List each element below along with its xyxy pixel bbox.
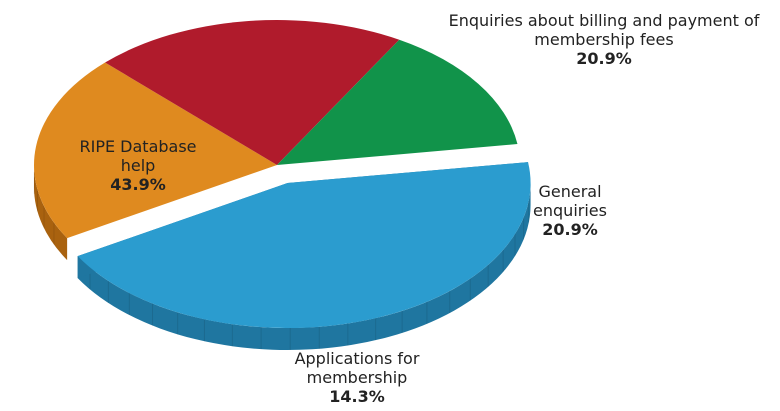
slice-label-applications-for-membership: Applications for membership 14.3%	[262, 349, 452, 406]
slice-value: 14.3%	[329, 387, 385, 406]
pie-slice-enquiries-about-billing-and-payment-of-membership-fees	[34, 62, 278, 239]
slice-name-line: membership fees	[534, 30, 674, 49]
slice-name-line: enquiries	[533, 201, 607, 220]
pie-slice-ripe-database-help	[77, 162, 531, 329]
pie-slice-general-enquiries	[105, 20, 400, 166]
slice-label-general-enquiries: General enquiries 20.9%	[505, 182, 635, 239]
slice-name-line: Enquiries about billing and payment of	[448, 11, 760, 30]
slice-name-line: help	[120, 156, 156, 175]
pie-side-wall	[34, 165, 68, 261]
pie-top-faces	[34, 20, 531, 329]
slice-name-line: membership	[306, 368, 408, 387]
slice-value: 43.9%	[110, 175, 166, 194]
slice-label-ripe-database-help: RIPE Database help 43.9%	[68, 137, 208, 194]
slice-label-billing-enquiries: Enquiries about billing and payment of m…	[424, 11, 780, 68]
slice-value: 20.9%	[542, 220, 598, 239]
slice-name-line: General	[538, 182, 602, 201]
slice-value: 20.9%	[576, 49, 632, 68]
pie-slice-applications-for-membership	[277, 39, 518, 166]
pie-side-wall	[77, 183, 531, 351]
slice-name-line: Applications for	[294, 349, 420, 368]
slice-name-line: RIPE Database	[79, 137, 197, 156]
